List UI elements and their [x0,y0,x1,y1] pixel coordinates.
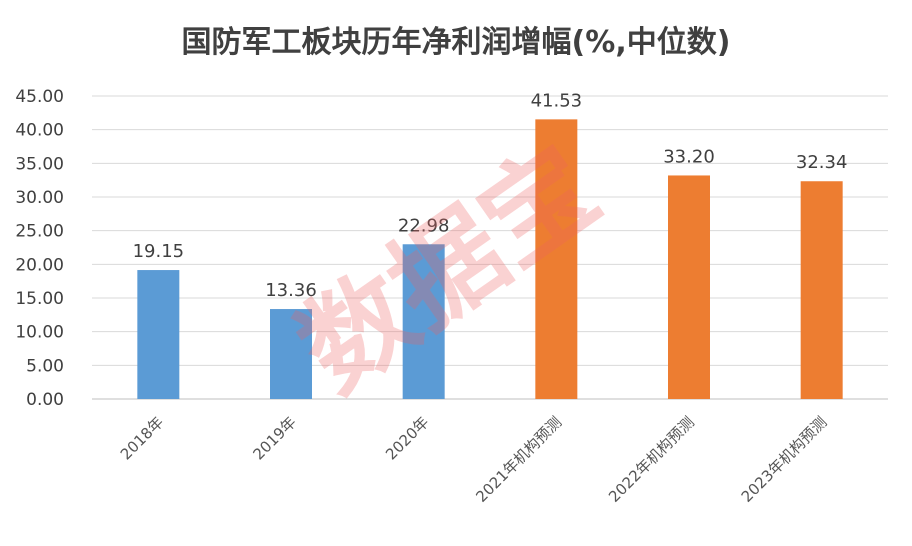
data-label: 32.34 [796,152,848,173]
data-label: 22.98 [398,215,450,236]
y-tick-label: 30.00 [15,188,64,208]
x-axis-ticks: 2018年 2019年 2020年 2021年机构预测 2022年机构预测 2023年机构… [117,413,831,506]
bar [668,175,710,399]
bar [535,119,578,399]
data-label: 33.20 [663,146,715,167]
bar [402,244,445,399]
data-labels: 19.15 13.36 22.98 41.53 33.20 32.34 [133,90,848,301]
x-tick-label: 2021年机构预测 [472,413,565,506]
x-tick-label: 2019年 [249,413,299,463]
y-axis-ticks: 0.00 5.00 10.00 15.00 20.00 25.00 30.00 35.00 40… [15,87,64,410]
bar [137,270,180,399]
bars [137,119,843,399]
y-tick-label: 45.00 [15,87,64,107]
y-tick-label: 5.00 [26,356,64,376]
x-tick-label: 2023年机构预测 [738,413,831,506]
bar [800,181,843,399]
x-tick-label: 2022年机构预测 [605,413,698,506]
y-tick-label: 0.00 [26,390,64,410]
data-label: 41.53 [531,90,583,111]
chart-title: 国防军工板块历年净利润增幅(%,中位数) [182,25,731,60]
bar [270,309,312,399]
y-tick-label: 20.00 [15,255,64,275]
x-tick-label: 2020年 [382,413,432,463]
data-label: 13.36 [265,280,317,301]
y-tick-label: 15.00 [15,289,64,309]
gridlines [92,95,888,400]
y-tick-label: 10.00 [15,323,64,343]
data-label: 19.15 [133,241,185,262]
y-tick-label: 35.00 [15,154,64,174]
y-tick-label: 25.00 [15,222,64,242]
x-tick-label: 2018年 [117,413,167,463]
y-tick-label: 40.00 [15,121,64,141]
